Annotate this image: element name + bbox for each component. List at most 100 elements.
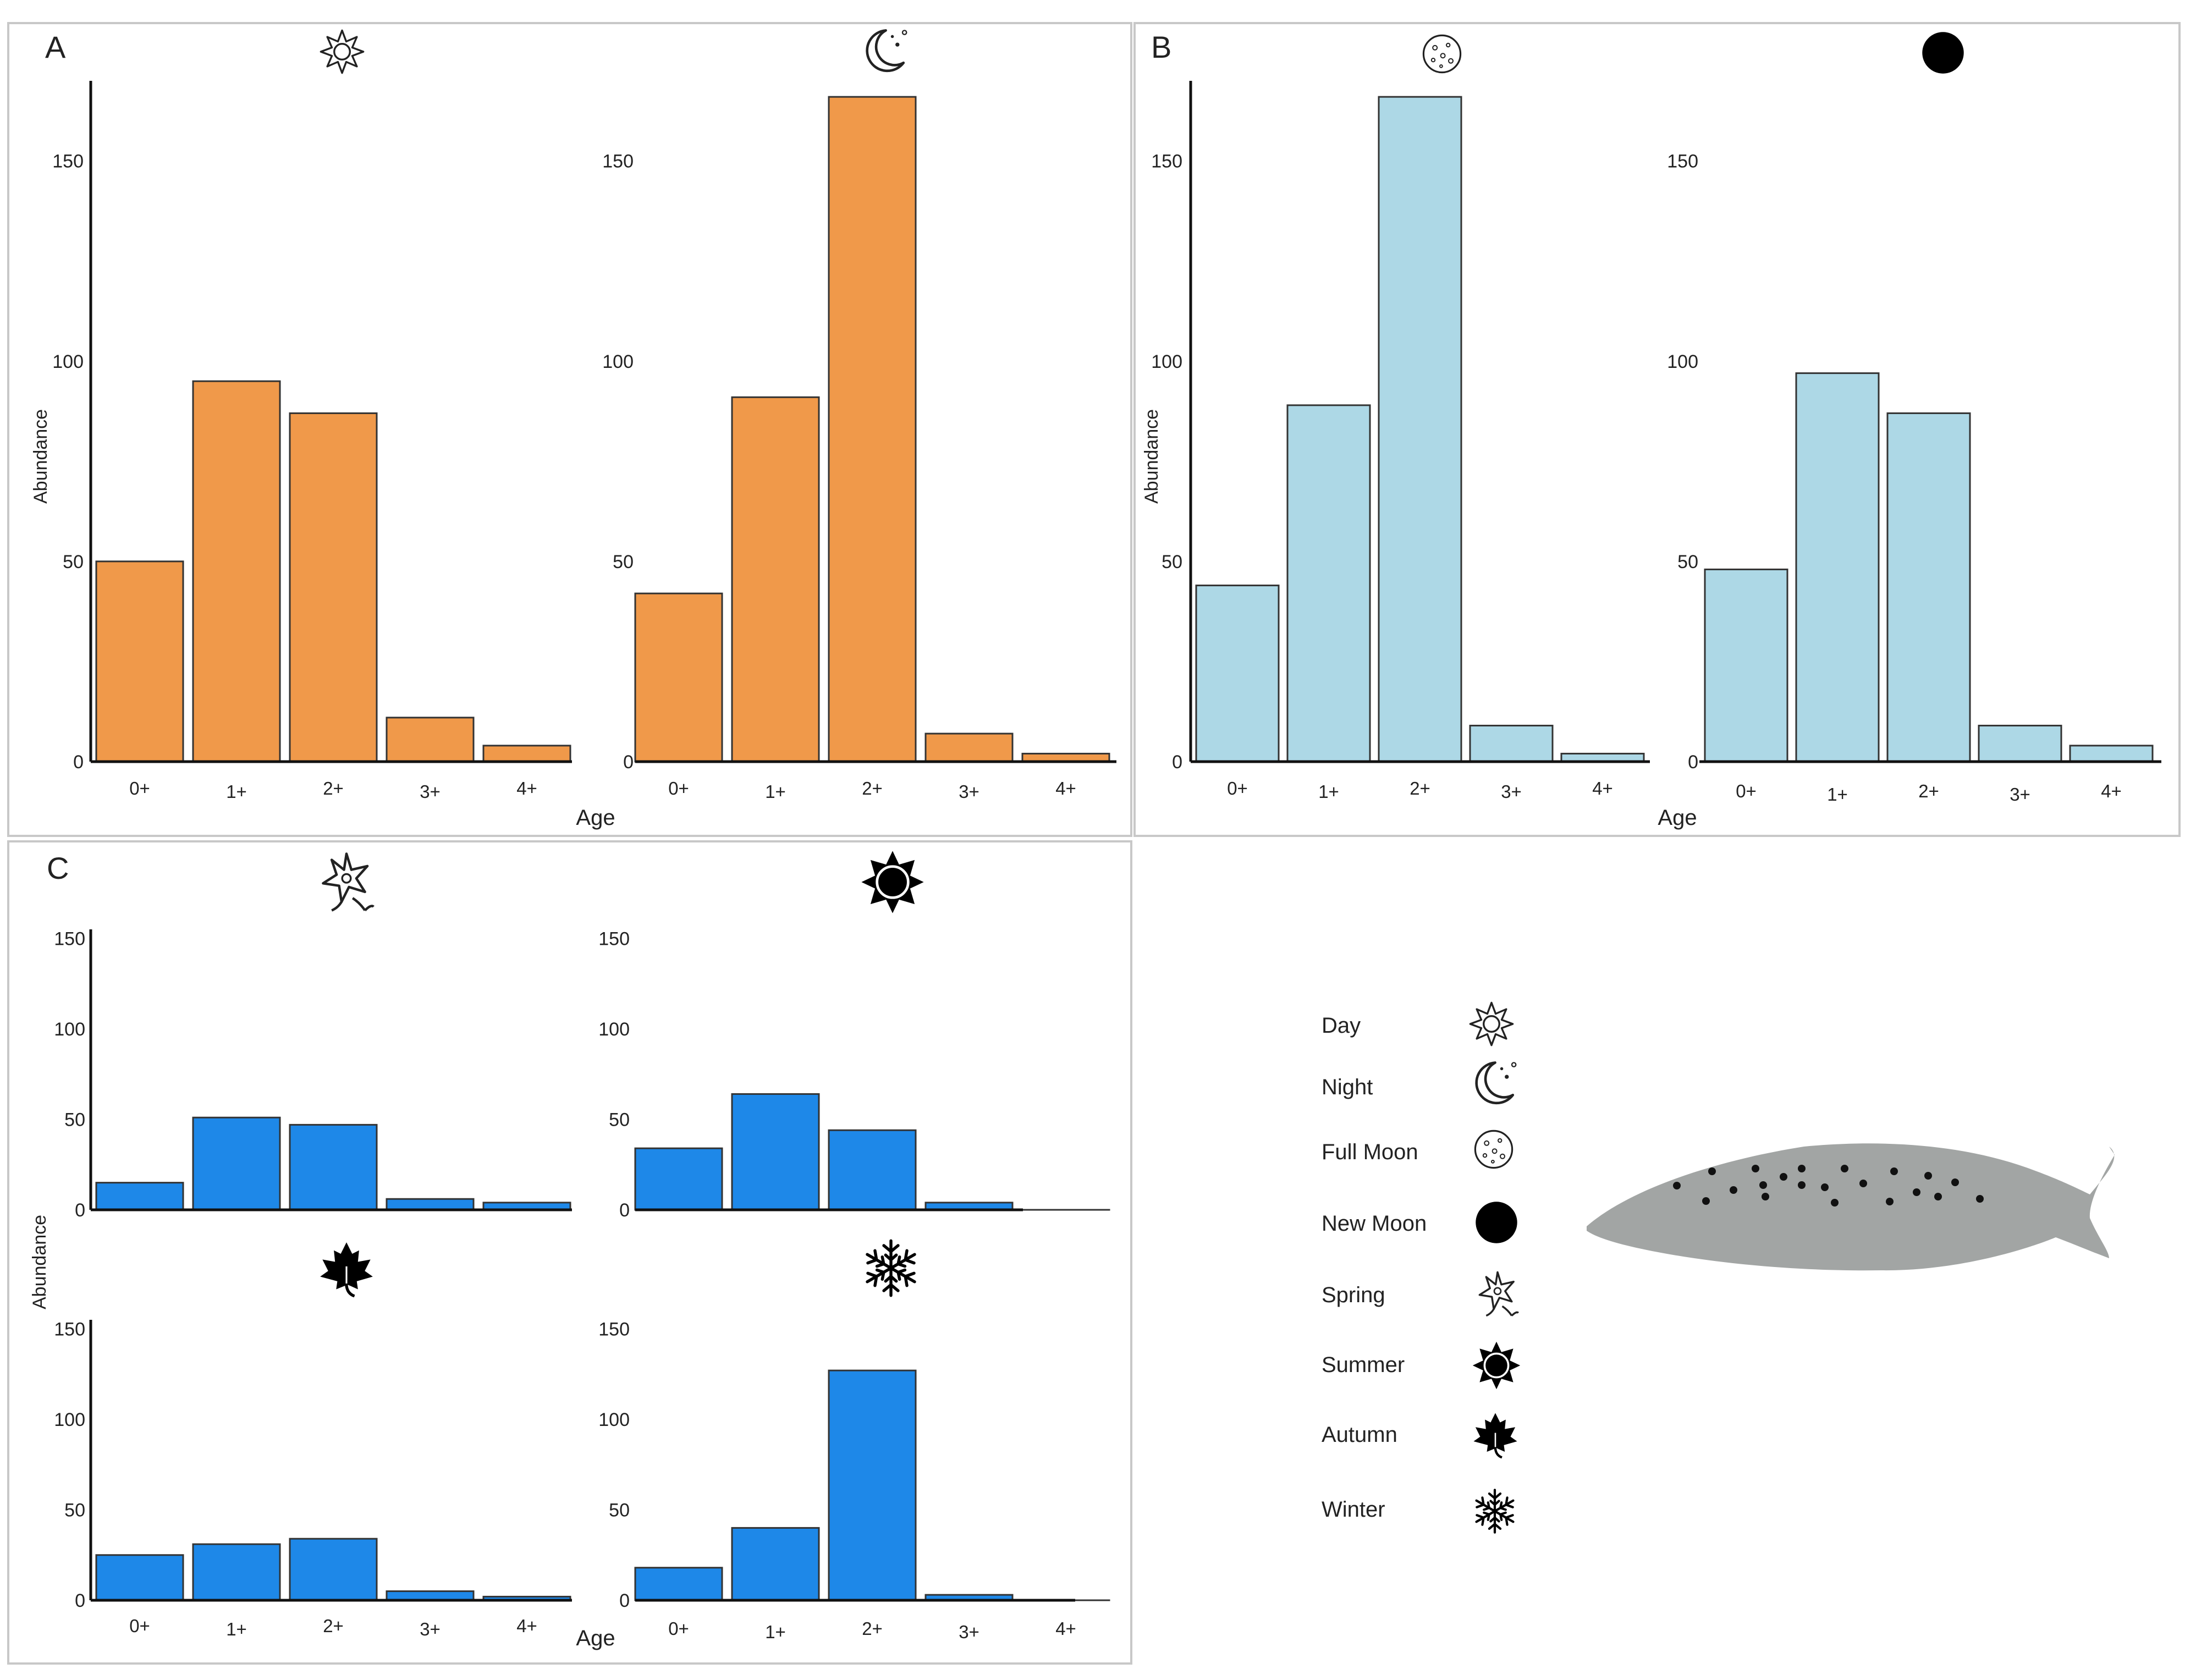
fish-spot (1913, 1188, 1920, 1196)
y-tick-label: 150 (1667, 151, 1698, 172)
y-tick-label: 100 (598, 1019, 630, 1040)
y-tick-label: 100 (602, 351, 634, 372)
bar-1+ (192, 1543, 281, 1601)
legend-item-autumn: Autumn (1322, 1413, 1517, 1457)
x-tick-label: 1+ (226, 1619, 247, 1639)
panel-a-ylabel: Abundance (30, 409, 51, 504)
panel-letter-b: B (1151, 30, 1171, 64)
bar-1+ (1795, 372, 1880, 763)
panel-c-frame (7, 840, 1132, 1665)
x-tick-label: 2+ (862, 1618, 883, 1639)
x-tick-label: 3+ (1501, 781, 1522, 802)
y-tick-label: 100 (598, 1409, 630, 1430)
y-tick-label: 50 (609, 1109, 630, 1130)
bar-2+ (828, 96, 917, 763)
y-tick-label: 100 (54, 1409, 85, 1430)
x-tick-label: 4+ (516, 1616, 537, 1636)
x-tick-label: 4+ (516, 778, 537, 798)
x-tick-label: 3+ (420, 781, 441, 802)
bar-0+ (634, 1147, 723, 1211)
legend-label-full-moon: Full Moon (1322, 1140, 1418, 1164)
fish-spot (1890, 1167, 1898, 1175)
snowflake-icon (1473, 1490, 1516, 1532)
maple-leaf-icon (1473, 1413, 1517, 1457)
y-tick-label: 0 (1688, 752, 1698, 773)
y-tick-label: 150 (54, 928, 85, 949)
bar-0+ (95, 1554, 184, 1601)
legend-label-autumn: Autumn (1322, 1423, 1397, 1447)
fish-spot (1859, 1180, 1867, 1187)
y-tick-label: 150 (598, 1319, 630, 1340)
fish-illustration (1587, 1143, 2115, 1271)
snowflake-icon (863, 1241, 918, 1295)
fish-spot (1798, 1165, 1806, 1172)
y-tick-label: 150 (602, 151, 634, 172)
y-tick-label: 150 (1151, 151, 1182, 172)
bar-2+ (828, 1129, 917, 1211)
bar-1+ (731, 1527, 820, 1601)
panel-letter-a: A (45, 30, 66, 64)
bar-2+ (289, 1123, 378, 1211)
fish-spot (1841, 1165, 1848, 1172)
y-tick-label: 0 (619, 1200, 630, 1221)
legend: Day Night Full Moon New Moon Spring Summ… (1322, 1001, 1521, 1532)
fish-spot (1673, 1182, 1681, 1189)
bar-2+ (289, 412, 378, 763)
x-tick-label: 4+ (1055, 1618, 1076, 1639)
new-moon-icon (1476, 1202, 1517, 1243)
legend-label-spring: Spring (1322, 1283, 1385, 1307)
fish-spot (1762, 1193, 1769, 1200)
fish-spots (1673, 1165, 1984, 1207)
fish-spot (1730, 1186, 1737, 1194)
fish-spot (1951, 1178, 1959, 1186)
panel-letter-c: C (47, 851, 69, 885)
x-tick-label: 0+ (129, 1616, 150, 1636)
x-tick-label: 1+ (1318, 781, 1339, 802)
y-tick-label: 100 (54, 1019, 85, 1040)
bar-1+ (192, 380, 281, 763)
x-tick-label: 4+ (1592, 778, 1613, 798)
x-tick-label: 2+ (1918, 781, 1939, 801)
sun-outline-icon (1469, 1001, 1514, 1046)
fish-body (1587, 1143, 2115, 1271)
y-tick-label: 50 (609, 1500, 630, 1521)
y-tick-label: 0 (1172, 752, 1182, 773)
x-tick-label: 2+ (323, 778, 344, 798)
sun-filled-icon (861, 851, 923, 913)
bar-0+ (1195, 585, 1280, 763)
y-tick-label: 50 (63, 552, 84, 572)
fish-spot (1821, 1183, 1829, 1191)
crescent-moon-icon (867, 30, 907, 70)
x-tick-label: 4+ (2101, 781, 2122, 801)
legend-label-new-moon: New Moon (1322, 1211, 1427, 1236)
bar-0+ (95, 560, 184, 763)
maple-leaf-icon (320, 1242, 373, 1296)
x-tick-label: 1+ (226, 781, 247, 802)
fish-spot (1831, 1199, 1839, 1207)
sun-outline-icon (320, 29, 365, 74)
bar-3+ (1978, 724, 2062, 763)
y-tick-label: 100 (52, 351, 84, 372)
legend-item-spring: Spring (1322, 1271, 1520, 1317)
crescent-moon-icon (1477, 1062, 1516, 1103)
legend-label-day: Day (1322, 1013, 1361, 1038)
x-tick-label: 0+ (668, 778, 689, 798)
bar-1+ (192, 1116, 281, 1211)
fish-spot (1759, 1181, 1767, 1189)
y-tick-label: 100 (1667, 351, 1698, 372)
y-tick-label: 0 (619, 1590, 630, 1611)
bar-1+ (731, 396, 820, 763)
spring-flower-icon (1478, 1271, 1520, 1317)
x-tick-label: 2+ (1410, 778, 1430, 798)
bar-1+ (1286, 404, 1371, 763)
y-tick-label: 150 (598, 928, 630, 949)
panel-b-ylabel: Abundance (1141, 409, 1162, 504)
x-tick-label: 0+ (1736, 781, 1757, 801)
legend-item-summer: Summer (1322, 1341, 1521, 1390)
y-tick-label: 50 (64, 1109, 85, 1130)
x-tick-label: 0+ (668, 1618, 689, 1639)
y-tick-label: 150 (54, 1319, 85, 1340)
new-moon-icon (1922, 32, 1964, 74)
x-tick-label: 2+ (862, 778, 883, 798)
